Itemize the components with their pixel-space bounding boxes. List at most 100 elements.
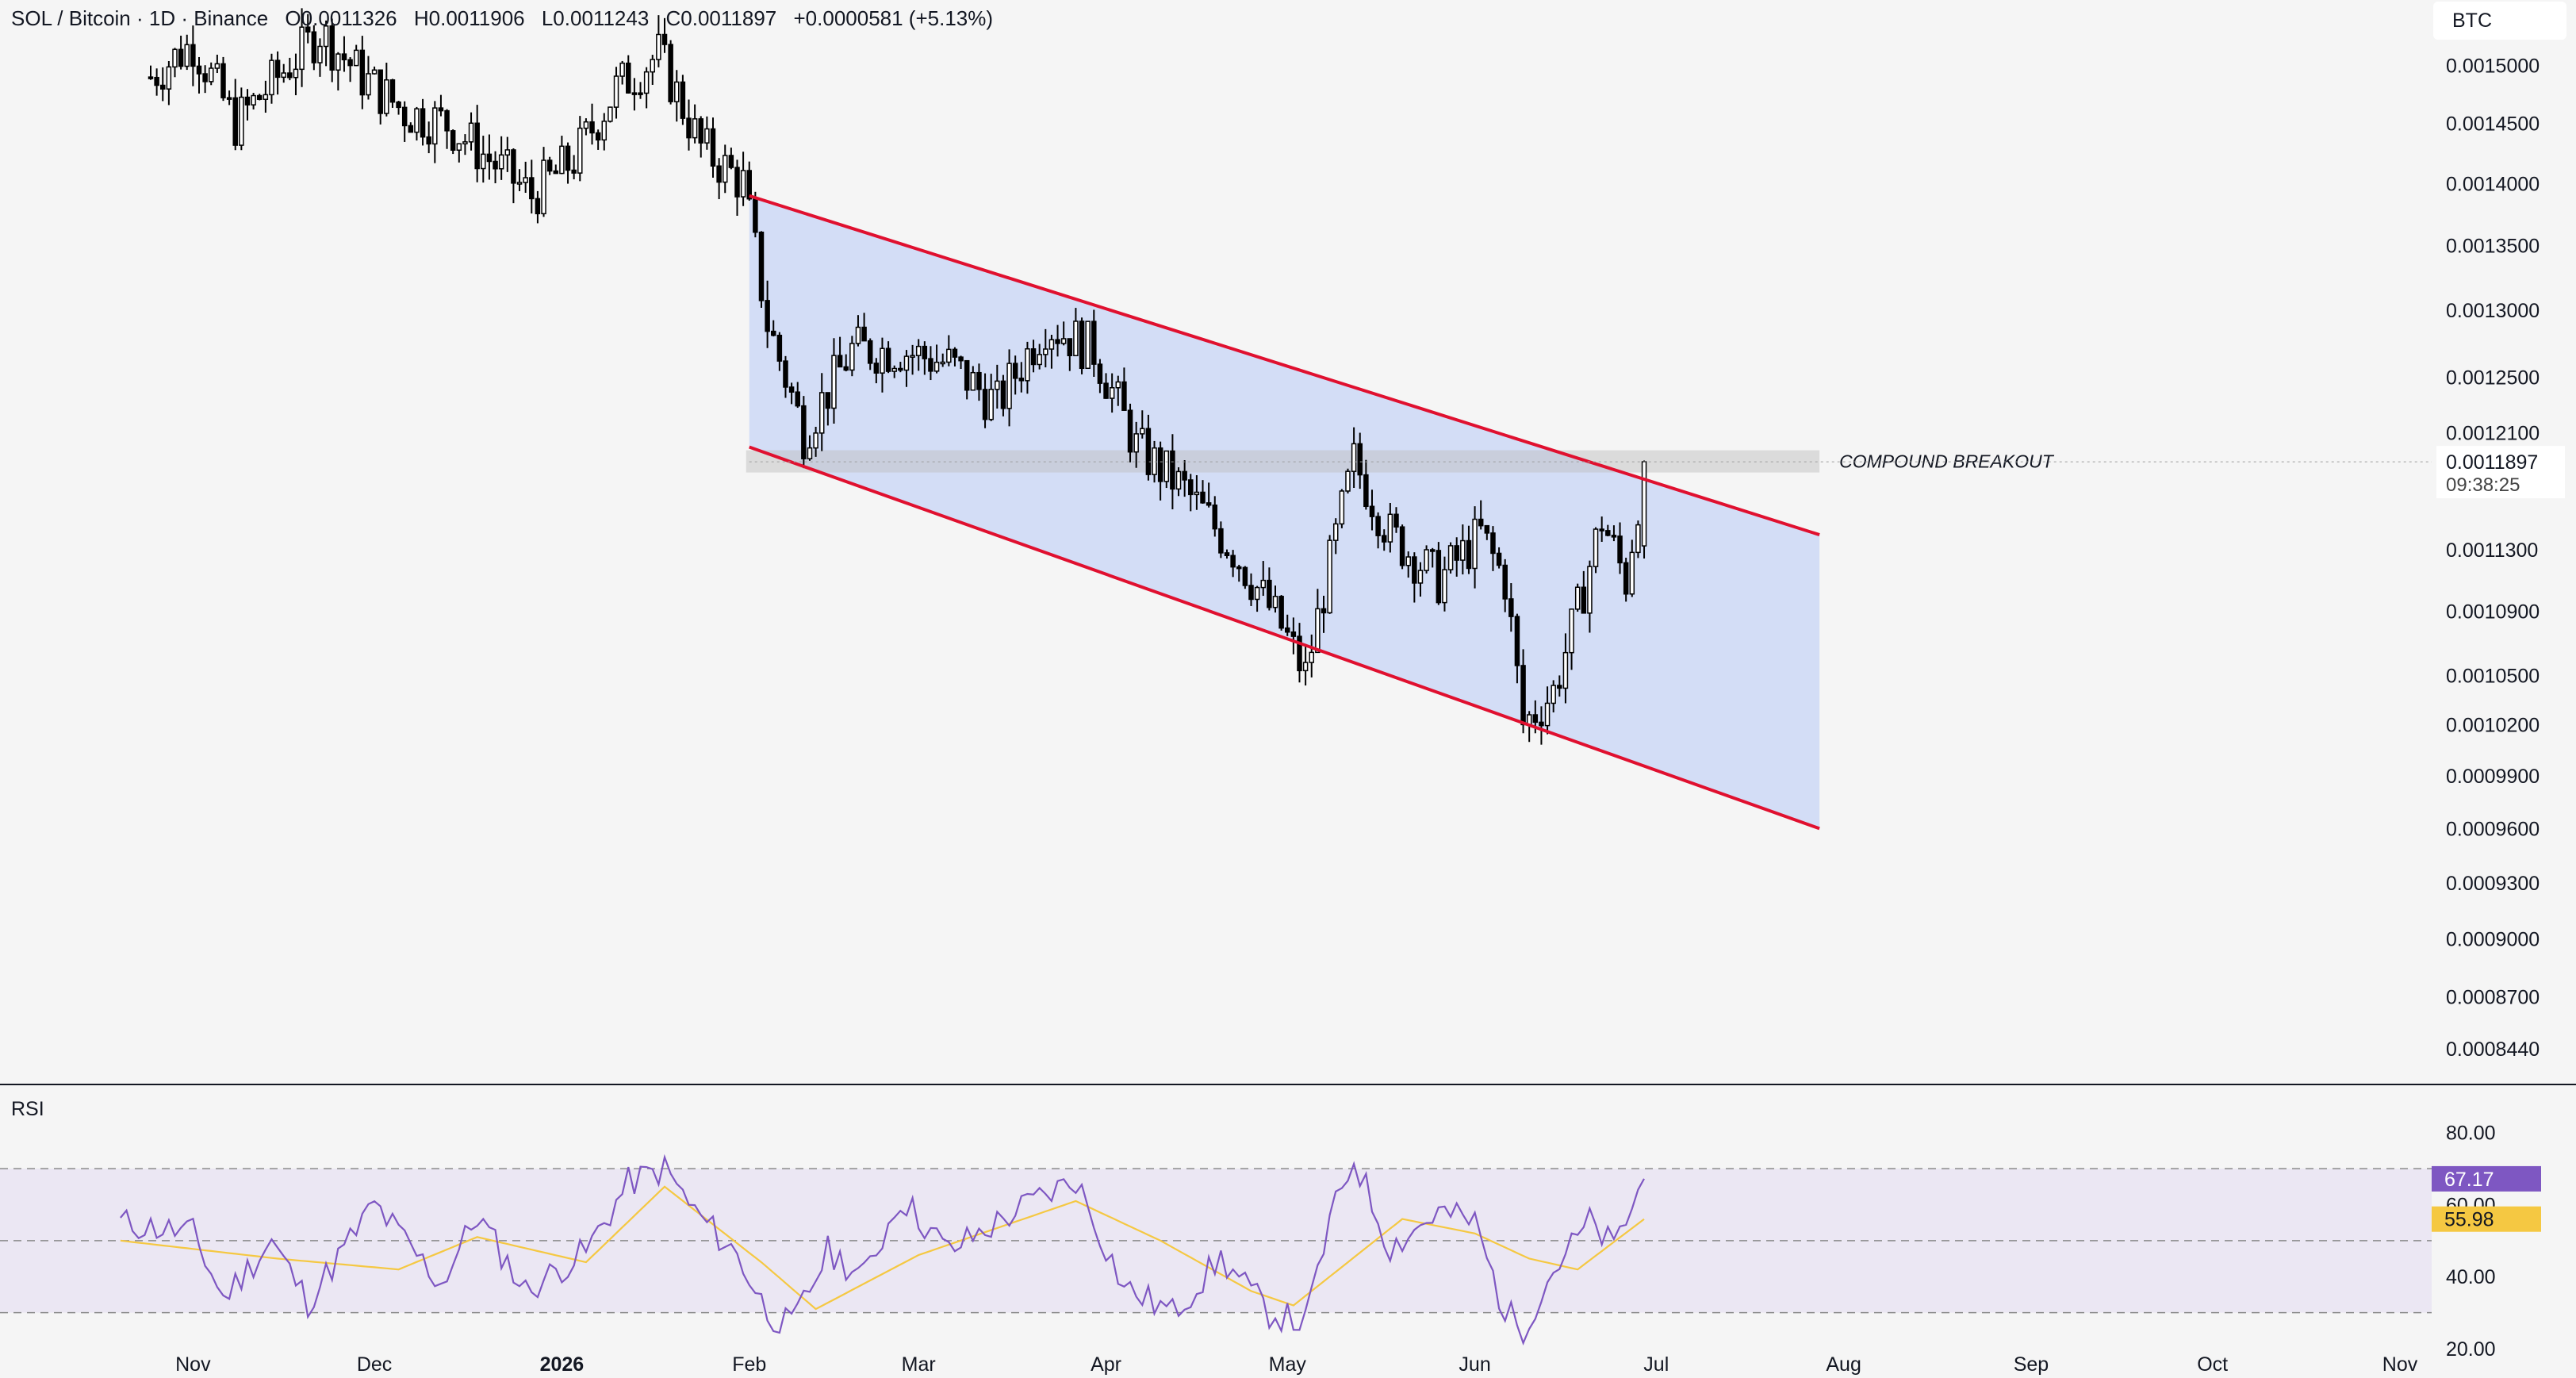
candle-body	[148, 76, 154, 79]
candle-body	[468, 122, 474, 143]
candle	[1496, 547, 1502, 569]
candle	[401, 101, 408, 142]
candle-body	[1321, 608, 1327, 614]
channel-lower-line[interactable]	[749, 445, 1820, 831]
candle	[456, 143, 462, 163]
time-axis[interactable]: Nov Dec 2026 Feb Mar Apr May Jun Jul Aug Sep Oct Nov	[175, 1353, 2418, 1376]
candle	[1484, 524, 1490, 540]
candle-body	[511, 149, 516, 184]
breakout-level-band	[746, 450, 1820, 473]
candle-body	[1514, 616, 1520, 666]
symbol-title[interactable]: SOL / Bitcoin · 1D · Binance	[11, 6, 269, 30]
candle-body	[1623, 562, 1629, 595]
candle	[1157, 441, 1163, 501]
annotation-compound-breakout[interactable]: COMPOUND BREAKOUT	[1839, 451, 2055, 472]
candle	[1417, 562, 1424, 597]
time-tick-label: Sep	[2014, 1353, 2049, 1376]
candle	[1091, 309, 1097, 377]
time-tick-label: Nov	[175, 1353, 211, 1376]
candle-body	[1236, 566, 1242, 570]
candle	[1315, 589, 1321, 654]
candle-body	[728, 155, 734, 168]
candle-body	[401, 106, 408, 127]
candle	[420, 98, 426, 146]
candle-body	[1170, 450, 1175, 490]
candle-body	[661, 33, 668, 45]
candle	[915, 339, 922, 371]
time-tick-label: Mar	[902, 1353, 936, 1376]
candle-body	[608, 106, 613, 122]
candle	[601, 113, 608, 151]
candle	[1163, 450, 1170, 489]
candle-body	[940, 361, 945, 365]
candle	[837, 336, 843, 368]
candle-body	[1073, 321, 1079, 357]
candle-body	[529, 177, 535, 200]
candle	[1109, 373, 1115, 413]
candle	[1454, 537, 1459, 577]
candle-body	[1309, 651, 1314, 663]
candle-body	[1055, 339, 1060, 344]
candle	[1254, 585, 1260, 612]
candle	[511, 148, 516, 204]
candle-body	[698, 118, 704, 144]
ohlc-change: +0.0000581 (+5.13%)	[793, 6, 994, 30]
candle	[384, 63, 389, 117]
candle	[692, 104, 698, 144]
candle-body	[813, 432, 818, 449]
candle-body	[341, 53, 347, 61]
channel-upper-line[interactable]	[749, 194, 1820, 536]
candle	[1339, 489, 1345, 528]
candle-body	[1478, 518, 1484, 527]
price-tick-label: 0.0012500	[2446, 367, 2540, 390]
rsi-title[interactable]: RSI	[11, 1098, 44, 1120]
candle-body	[619, 62, 625, 77]
candle-body	[1182, 470, 1187, 481]
candle-body	[444, 109, 450, 132]
candle	[1327, 535, 1332, 614]
candle-body	[420, 108, 426, 138]
candle-body	[795, 391, 800, 407]
candle	[414, 106, 420, 141]
candle	[172, 48, 178, 78]
candle-body	[898, 367, 903, 371]
candle	[493, 151, 498, 184]
candle	[765, 280, 770, 348]
price-axis[interactable]: 0.0015000 0.0014500 0.0014000 0.0013500 0.00…	[749, 56, 2565, 1061]
time-tick-label: Dec	[357, 1353, 392, 1376]
candle	[184, 34, 190, 71]
candle	[359, 36, 366, 109]
candle	[571, 155, 577, 180]
candle	[970, 366, 976, 391]
candle-body	[891, 367, 897, 372]
candle	[1544, 686, 1551, 735]
candle-body	[1043, 348, 1048, 355]
candle	[1140, 410, 1145, 439]
candle	[583, 118, 589, 136]
candle-body	[1520, 665, 1526, 726]
candle	[716, 158, 722, 200]
candle	[861, 313, 867, 342]
rsi-tick-label: 40.00	[2446, 1266, 2496, 1288]
price-tick-label: 0.0012100	[2446, 423, 2540, 445]
candle	[958, 355, 964, 370]
candle-body	[988, 389, 994, 420]
candle	[1375, 512, 1381, 549]
candle-body	[613, 75, 619, 108]
candle-body	[232, 97, 238, 146]
candle-body	[190, 44, 196, 67]
currency-label[interactable]: BTC	[2433, 2, 2566, 40]
time-tick-label: Nov	[2382, 1353, 2418, 1376]
candle	[1194, 474, 1200, 510]
candle	[982, 373, 988, 428]
price-tick-label: 0.0014500	[2446, 113, 2540, 136]
candle	[1599, 516, 1604, 542]
candle-body	[1429, 549, 1436, 552]
candle-body	[274, 59, 281, 79]
candle-body	[1140, 428, 1145, 435]
candle	[529, 159, 535, 214]
candle	[166, 61, 172, 106]
candle-body	[1339, 490, 1345, 525]
